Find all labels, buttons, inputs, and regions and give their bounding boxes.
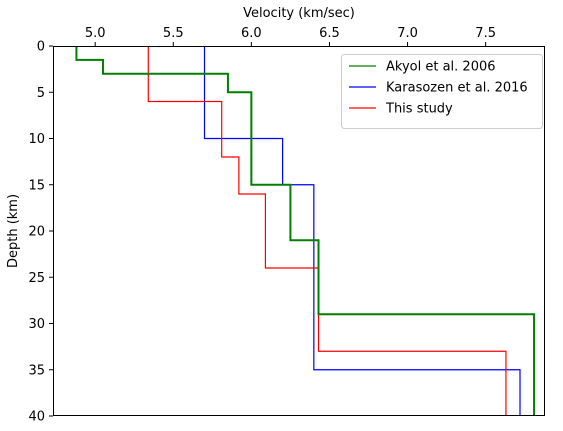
series-line-2: [203, 46, 521, 416]
y-tick-label: 5: [37, 86, 45, 101]
y-tick-label: 10: [28, 132, 45, 147]
x-tick-label: 7.0: [397, 26, 418, 41]
x-tick-label: 5.0: [85, 26, 106, 41]
x-axis-title: Velocity (km/sec): [243, 6, 355, 21]
y-tick-label: 40: [28, 410, 45, 425]
y-tick-label: 25: [28, 271, 45, 286]
x-axis-ticks: 5.0 5.5 6.0 6.5 7.0 7.5: [85, 26, 496, 46]
plot-frame: [53, 46, 545, 416]
x-tick-label: 5.5: [163, 26, 184, 41]
x-tick-label: 6.0: [241, 26, 262, 41]
y-axis-title: Depth (km): [6, 194, 21, 268]
y-tick-label: 0: [37, 40, 45, 55]
legend-label: This study: [385, 102, 453, 117]
series-line-1: [75, 46, 536, 416]
legend: Akyol et al. 2006 Karasozen et al. 2016 Th…: [341, 54, 543, 129]
x-tick-label: 7.5: [475, 26, 496, 41]
legend-label: Karasozen et al. 2016: [386, 81, 528, 96]
y-axis-ticks: 0 5 10 15 20 25 30 35 40: [28, 40, 53, 425]
y-tick-label: 20: [28, 225, 45, 240]
y-tick-label: 15: [28, 178, 45, 193]
series-line-3: [147, 46, 507, 416]
x-tick-label: 6.5: [319, 26, 340, 41]
y-tick-label: 35: [28, 363, 45, 378]
legend-label: Akyol et al. 2006: [386, 60, 496, 75]
legend-box: [341, 54, 543, 129]
y-tick-label: 30: [28, 317, 45, 332]
series-layer: [75, 46, 536, 416]
